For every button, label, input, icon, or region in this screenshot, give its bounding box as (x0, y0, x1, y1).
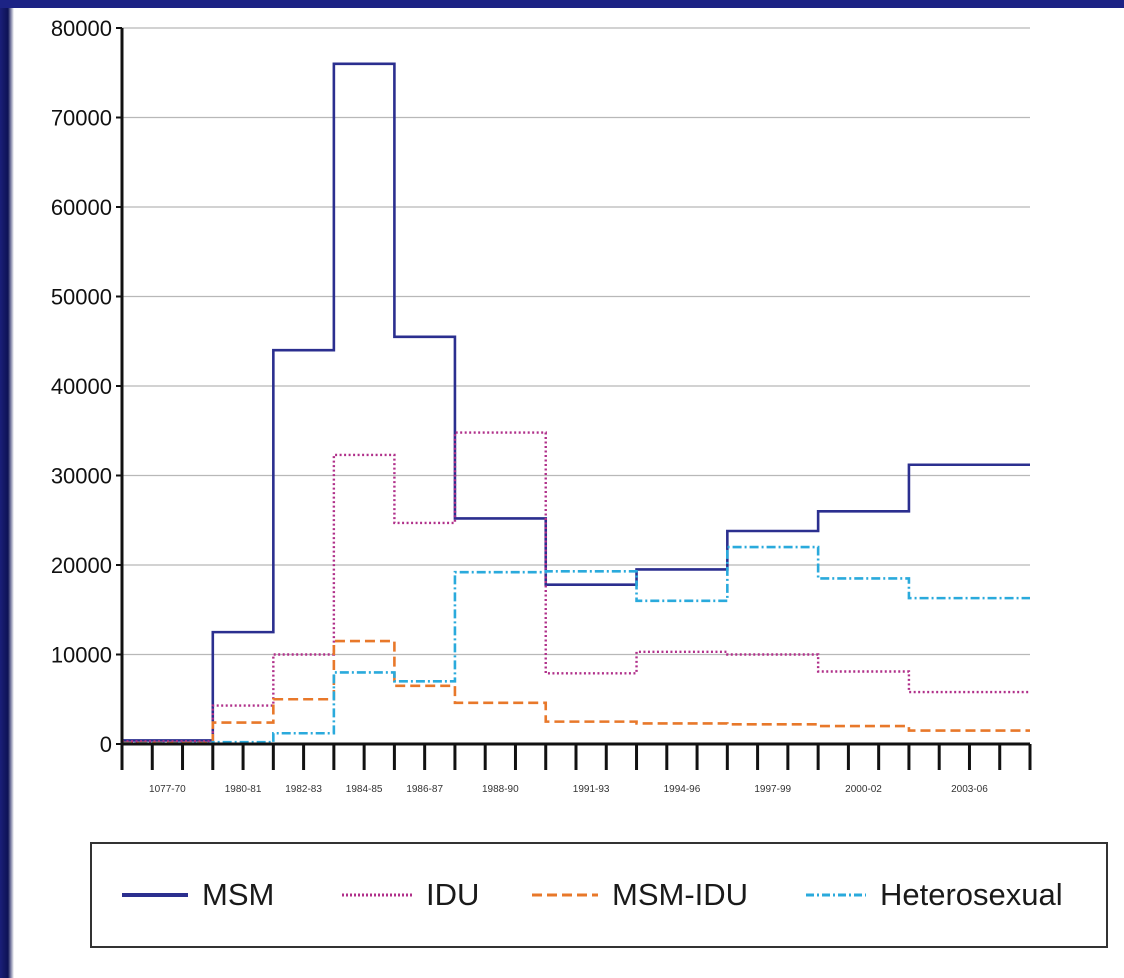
y-tick-label: 60000 (51, 195, 112, 220)
y-tick-label: 70000 (51, 106, 112, 131)
y-tick-label: 0 (100, 732, 112, 757)
y-tick-label: 50000 (51, 285, 112, 310)
slide-top-band (0, 0, 1124, 8)
chart-panel (14, 8, 1124, 978)
x-tick-label: 1986-87 (406, 784, 443, 795)
y-tick-label: 80000 (51, 16, 112, 41)
legend-item-heterosexual: Heterosexual (806, 844, 1063, 946)
x-tick-label: 1982-83 (285, 784, 322, 795)
x-tick-label: 1994-96 (664, 784, 701, 795)
x-axis-ticks: 1077-70 1980-81 1982-83 1984-85 1986-87 1988-… (120, 744, 1032, 795)
x-tick-label: 2003-06 (951, 784, 988, 795)
legend-label-msm-idu: MSM-IDU (612, 877, 749, 912)
series-line-msm (122, 62, 1030, 742)
x-tick-label: 1077-70 (149, 784, 186, 795)
x-tick-label: 2000-02 (845, 784, 882, 795)
grid-lines (122, 27, 1030, 656)
legend-label-heterosexual: Heterosexual (880, 877, 1063, 912)
series-line-idu (122, 431, 1030, 743)
y-axis-ticks: 0 10000 20000 30000 40000 50000 60000 70000 8000… (51, 16, 122, 757)
legend-label-msm: MSM (202, 877, 275, 912)
series-line-msm-idu (122, 639, 1030, 745)
x-tick-label: 1988-90 (482, 784, 519, 795)
legend-item-msm-idu: MSM-IDU (532, 844, 748, 946)
y-tick-label: 10000 (51, 643, 112, 668)
legend-swatch-idu (342, 893, 412, 897)
legend-swatch-msm-idu (532, 893, 598, 897)
x-tick-label: 1980-81 (225, 784, 262, 795)
legend-label-idu: IDU (426, 877, 480, 912)
x-tick-label: 1984-85 (346, 784, 383, 795)
legend: MSM IDU MSM-IDU Heterosexual (90, 842, 1108, 948)
y-tick-label: 20000 (51, 553, 112, 578)
y-tick-label: 30000 (51, 464, 112, 489)
x-tick-label: 1991-93 (573, 784, 610, 795)
x-tick-label: 1997-99 (754, 784, 791, 795)
series-lines (122, 62, 1030, 745)
legend-item-msm: MSM (122, 844, 274, 946)
series-line-heterosexual (122, 545, 1030, 745)
legend-swatch-msm (122, 893, 188, 897)
legend-swatch-heterosexual (806, 893, 866, 897)
y-tick-label: 40000 (51, 374, 112, 399)
legend-item-idu: IDU (342, 844, 479, 946)
